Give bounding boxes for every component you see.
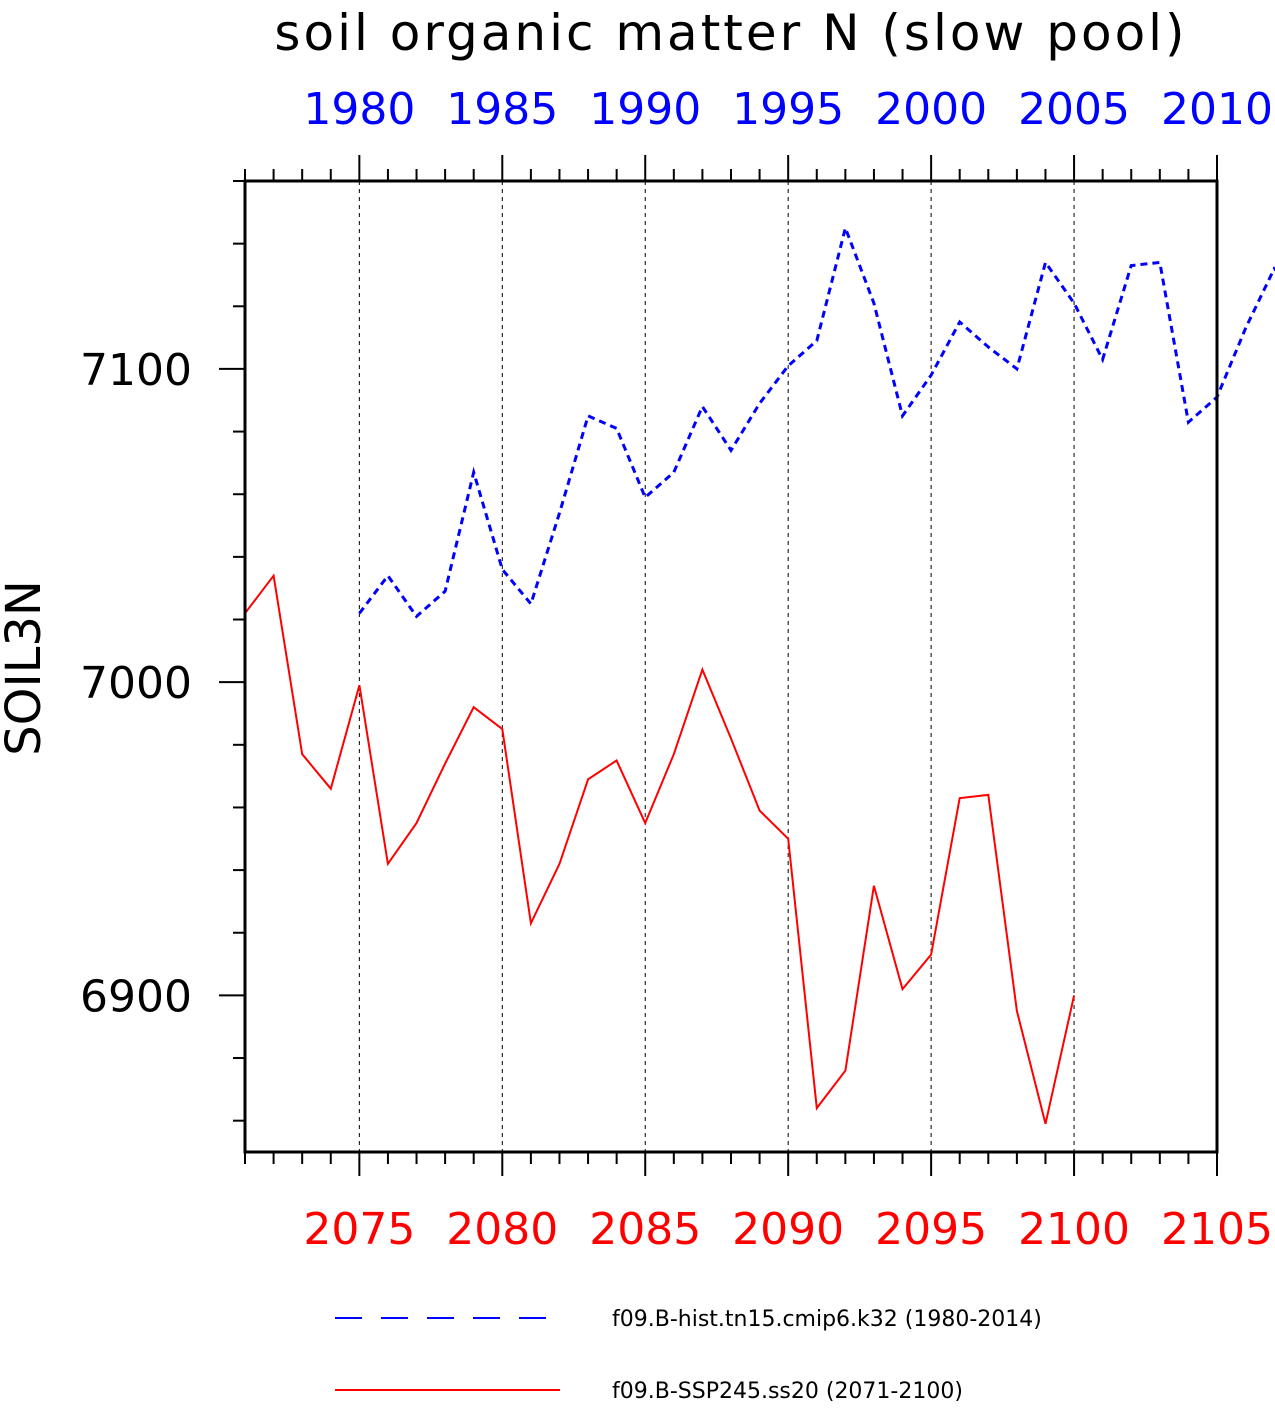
bottom-tick-label-5: 2100 [1018,1204,1130,1255]
top-tick-label-5: 2005 [1018,84,1130,135]
y-tick-label-2: 7100 [80,345,192,396]
top-tick-label-2: 1990 [589,84,701,135]
bottom-tick-label-0: 2075 [303,1204,415,1255]
tick-labels: 2075 2080 2085 2090 2095 2100 2105 1980 1985 1990… [80,84,1273,1255]
axis-ticks [219,155,1218,1176]
top-tick-label-4: 2000 [875,84,987,135]
series-line-0 [358,223,1275,619]
vertical-gridlines [358,181,1075,1152]
plot-frame [243,179,1219,1154]
bottom-tick-label-6: 2105 [1161,1204,1273,1255]
legend-label-0: f09.B-hist.tn15.cmip6.k32 (1980-2014) [612,1307,1042,1332]
top-tick-label-0: 1980 [303,84,415,135]
legend-label-1: f09.B-SSP245.ss20 (2071-2100) [612,1379,963,1404]
top-tick-label-6: 2010 [1161,84,1273,135]
y-tick-label-1: 7000 [80,658,192,709]
bottom-tick-label-1: 2080 [446,1204,558,1255]
y-axis-label: SOIL3N [0,580,52,756]
chart-title: soil organic matter N (slow pool) [274,4,1187,62]
y-tick-label-0: 6900 [80,971,192,1022]
bottom-tick-label-4: 2095 [875,1204,987,1255]
legend: f09.B-hist.tn15.cmip6.k32 (1980-2014) f09… [335,1307,1042,1404]
series-line-1 [244,573,1076,1125]
series-lines [244,223,1275,1125]
top-tick-label-1: 1985 [446,84,558,135]
bottom-tick-label-3: 2090 [732,1204,844,1255]
top-tick-label-3: 1995 [732,84,844,135]
bottom-tick-label-2: 2085 [589,1204,701,1255]
